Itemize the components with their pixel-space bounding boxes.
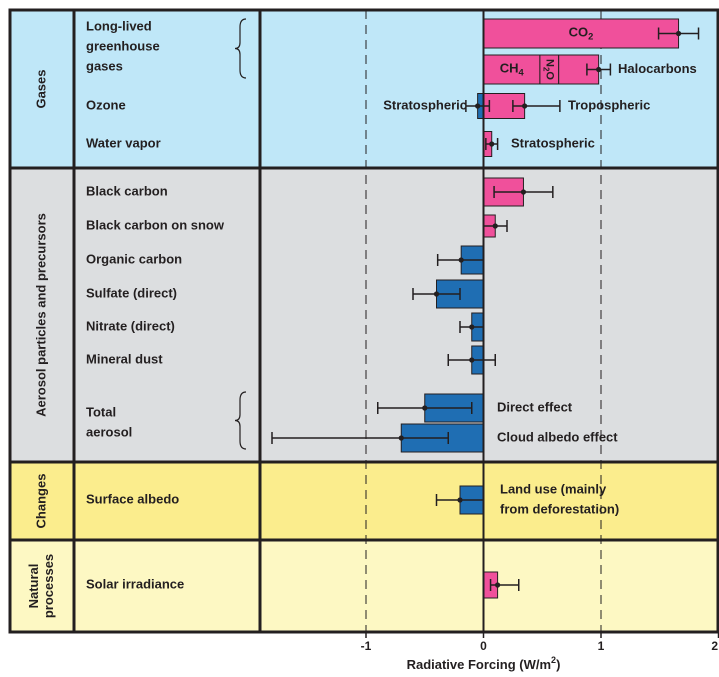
error-bar: [586, 63, 612, 76]
error-bar: [377, 402, 473, 414]
error-bar: [435, 494, 485, 506]
note-label: Land use (mainly: [500, 481, 607, 496]
group-label: Changes: [33, 474, 48, 529]
x-tick-label: -1: [361, 639, 372, 653]
item-label: Black carbon: [86, 183, 168, 198]
item-label: greenhouse: [86, 38, 160, 53]
error-bar: [447, 354, 496, 366]
group-label: processes: [41, 554, 56, 618]
item-label: Organic carbon: [86, 251, 182, 266]
part-label: Cloud albedo effect: [497, 429, 618, 444]
group-label: Aerosol particles and precursors: [33, 213, 48, 417]
item-label: Black carbon on snow: [86, 217, 225, 232]
item-label: Long-lived: [86, 18, 152, 33]
error-bar: [493, 186, 554, 198]
item-label: gases: [86, 58, 123, 73]
bar-label: CO2: [569, 25, 594, 42]
group-label: Natural: [26, 564, 41, 609]
grid-lines: [365, 10, 602, 632]
bar-label: N2O: [541, 59, 555, 80]
frame-border: [8, 8, 719, 634]
bar-label: CH4: [500, 61, 525, 78]
error-bar: [271, 432, 449, 444]
error-bar: [512, 100, 561, 112]
item-label: Surface albedo: [86, 491, 179, 506]
x-tick-label: 0: [480, 639, 487, 653]
item-label: aerosol: [86, 424, 132, 439]
part-label: Stratospheric: [383, 97, 467, 112]
item-label: Nitrate (direct): [86, 318, 175, 333]
x-axis: -1 0 1 2 Radiative Forcing (W/m2): [361, 632, 719, 672]
error-bar: [465, 100, 491, 112]
part-label: Direct effect: [497, 399, 573, 414]
error-bar: [412, 288, 461, 300]
group-label: Gases: [33, 69, 48, 108]
part-label: Tropospheric: [568, 97, 650, 112]
item-label: Sulfate (direct): [86, 285, 177, 300]
error-bar: [657, 27, 700, 40]
x-axis-title: Radiative Forcing (W/m2): [407, 655, 561, 672]
x-tick-label: 1: [598, 639, 605, 653]
item-label: Solar irradiance: [86, 576, 184, 591]
brace: [234, 391, 247, 450]
error-bar: [489, 579, 520, 591]
item-label: Total: [86, 404, 116, 419]
item-label: Mineral dust: [86, 351, 163, 366]
note-label: from deforestation): [500, 501, 619, 516]
bar: [483, 18, 680, 49]
panel-bg-2: [10, 462, 718, 540]
brace: [234, 18, 247, 79]
error-bar: [485, 138, 499, 150]
frame-lines: [8, 8, 719, 634]
bar-label: Halocarbons: [618, 61, 697, 76]
labels: Gases Aerosol particles and precursors Cha…: [26, 18, 697, 618]
item-label: Ozone: [86, 97, 126, 112]
x-tick-label: 2: [711, 639, 718, 653]
panel-bg-3: [10, 540, 718, 632]
part-label: Stratospheric: [511, 135, 595, 150]
item-label: Water vapor: [86, 135, 161, 150]
panel-bg-1: [10, 168, 718, 462]
